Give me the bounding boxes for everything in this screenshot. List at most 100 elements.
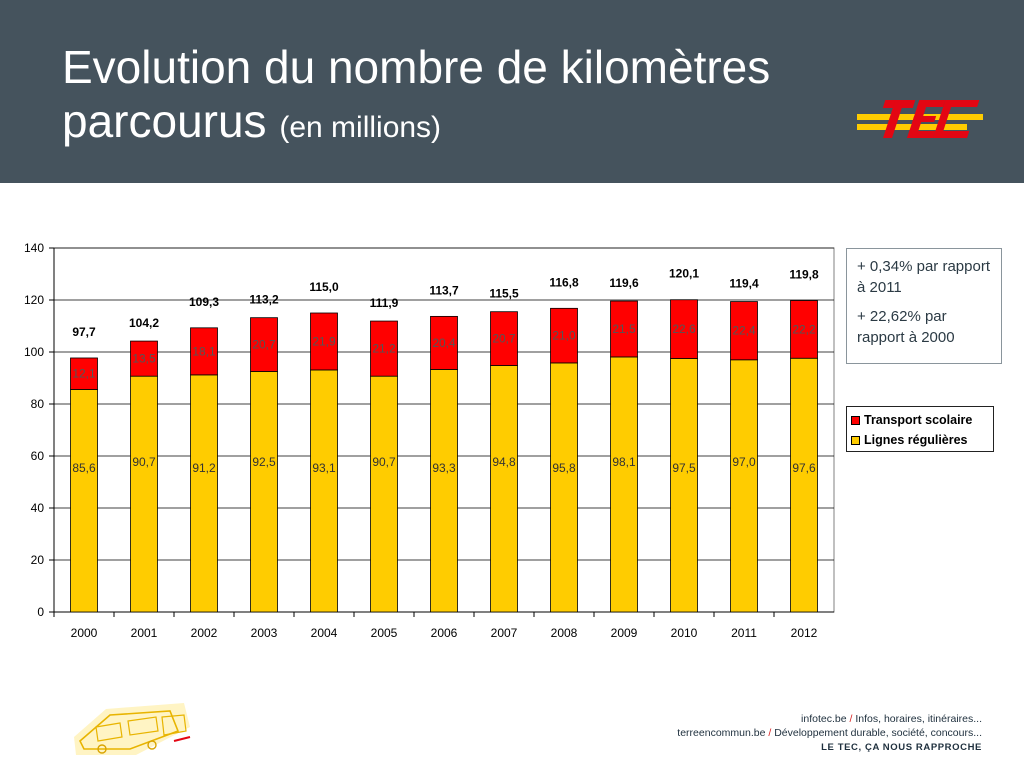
title-line-2: parcourus	[62, 95, 267, 147]
x-tick-label: 2000	[71, 626, 98, 640]
note-2011: + 0,34% par rapport à 2011	[857, 258, 991, 296]
data-label-lignes-regulieres: 93,3	[432, 461, 456, 475]
header-bar: Evolution du nombre de kilomètres parcou…	[0, 0, 1024, 183]
legend-label: Transport scolaire	[864, 413, 973, 427]
bar-lignes-regulieres	[370, 375, 398, 613]
slash-separator: /	[849, 713, 853, 725]
y-tick-label: 0	[37, 605, 44, 619]
data-label-lignes-regulieres: 92,5	[252, 455, 276, 469]
x-tick-label: 2012	[791, 626, 818, 640]
data-label-lignes-regulieres: 91,2	[192, 461, 216, 475]
data-label-transport-scolaire: 22,6	[672, 322, 696, 336]
x-tick-label: 2008	[551, 626, 578, 640]
data-label-lignes-regulieres: 97,5	[672, 461, 696, 475]
x-tick-label: 2009	[611, 626, 638, 640]
bar-lignes-regulieres	[430, 369, 458, 613]
data-label-total: 104,2	[129, 316, 159, 330]
data-label-lignes-regulieres: 90,7	[372, 455, 396, 469]
data-label-total: 113,2	[249, 293, 279, 307]
data-label-total: 119,4	[729, 277, 759, 291]
tec-logo	[857, 100, 983, 138]
data-label-total: 97,7	[72, 325, 96, 339]
legend-label: Lignes régulières	[864, 433, 968, 447]
bar-transport-scolaire	[490, 311, 518, 366]
data-label-total: 109,3	[189, 295, 219, 309]
bar-lignes-regulieres	[790, 357, 818, 613]
x-tick-label: 2006	[431, 626, 458, 640]
footer-site: terreencommun.be	[677, 727, 766, 739]
data-label-transport-scolaire: 12,1	[72, 367, 96, 381]
bus-tram-illustration	[74, 703, 191, 755]
legend-swatch-yellow	[851, 435, 860, 445]
data-label-total: 115,0	[309, 280, 339, 294]
bar-lignes-regulieres	[610, 356, 638, 613]
bar-transport-scolaire	[250, 317, 278, 372]
slash-separator: /	[768, 727, 772, 739]
footer-tagline: LE TEC, ÇA NOUS RAPPROCHE	[821, 742, 982, 753]
data-label-transport-scolaire: 20,4	[432, 336, 456, 350]
data-label-transport-scolaire: 21,2	[372, 342, 396, 356]
bar-transport-scolaire	[670, 299, 698, 359]
bar-lignes-regulieres	[250, 371, 278, 613]
bar-lignes-regulieres	[310, 369, 338, 613]
stacked-bar-chart: 0 20 40 60 80 100 120 140 2000 85,6 12,1 97,7 2001 90…	[24, 241, 835, 640]
bar-transport-scolaire	[610, 300, 638, 358]
data-label-total: 113,7	[429, 283, 459, 297]
data-label-total: 116,8	[549, 275, 579, 289]
x-tick-label: 2010	[671, 626, 698, 640]
y-tick-label: 80	[31, 397, 45, 411]
bar-lignes-regulieres	[550, 362, 578, 613]
x-tick-label: 2005	[371, 626, 398, 640]
x-tick-label: 2002	[191, 626, 218, 640]
notes-box: + 0,34% par rapport à 2011 + 22,62% par …	[846, 248, 1002, 364]
bar-transport-scolaire	[430, 315, 458, 370]
data-label-transport-scolaire: 20,7	[252, 338, 276, 352]
legend-swatch-red	[851, 415, 860, 425]
data-label-transport-scolaire: 21,5	[612, 322, 636, 336]
note-2000: + 22,62% par rapport à 2000	[857, 308, 955, 346]
y-tick-label: 140	[24, 241, 44, 255]
data-label-total: 115,5	[489, 287, 519, 301]
y-tick-label: 120	[24, 293, 44, 307]
x-tick-label: 2007	[491, 626, 518, 640]
data-label-lignes-regulieres: 97,0	[732, 455, 756, 469]
data-label-transport-scolaire: 22,2	[792, 322, 816, 336]
data-label-lignes-regulieres: 98,1	[612, 455, 636, 469]
title-unit: (en millions)	[279, 111, 442, 144]
bar-transport-scolaire	[790, 300, 818, 359]
bar-transport-scolaire	[190, 327, 218, 376]
data-label-transport-scolaire: 22,4	[732, 324, 756, 338]
footer-site: infotec.be	[801, 713, 847, 725]
y-tick-label: 20	[31, 553, 45, 567]
y-tick-label: 100	[24, 345, 44, 359]
x-tick-label: 2001	[131, 626, 158, 640]
data-label-total: 119,6	[609, 276, 639, 290]
bar-transport-scolaire	[310, 312, 338, 371]
footer-desc: Développement durable, société, concours…	[774, 727, 982, 739]
footer-link-terreencommun[interactable]: terreencommun.be / Développement durable…	[562, 726, 982, 740]
x-tick-label: 2004	[311, 626, 338, 640]
bar-lignes-regulieres	[70, 389, 98, 613]
bar-lignes-regulieres	[670, 358, 698, 613]
bar-transport-scolaire	[730, 301, 758, 361]
bar-transport-scolaire	[550, 307, 578, 364]
data-label-lignes-regulieres: 95,8	[552, 461, 576, 475]
x-tick-label: 2011	[731, 626, 757, 640]
data-label-total: 119,8	[789, 268, 819, 282]
bar-lignes-regulieres	[190, 374, 218, 613]
data-label-lignes-regulieres: 94,8	[492, 455, 516, 469]
page-title: Evolution du nombre de kilomètres parcou…	[62, 40, 862, 155]
y-tick-label: 60	[31, 449, 45, 463]
bar-transport-scolaire	[70, 357, 98, 390]
chart-legend: Transport scolaire Lignes régulières	[846, 406, 994, 452]
data-label-lignes-regulieres: 85,6	[72, 461, 96, 475]
legend-item-transport-scolaire: Transport scolaire	[851, 410, 993, 430]
x-tick-label: 2003	[251, 626, 278, 640]
footer-links: infotec.be / Infos, horaires, itinéraire…	[562, 712, 982, 755]
footer-link-infotec[interactable]: infotec.be / Infos, horaires, itinéraire…	[562, 712, 982, 726]
data-label-transport-scolaire: 21,0	[552, 329, 576, 343]
footer-desc: Infos, horaires, itinéraires...	[855, 713, 982, 725]
bar-transport-scolaire	[370, 320, 398, 377]
data-label-lignes-regulieres: 93,1	[312, 461, 336, 475]
data-label-total: 111,9	[370, 296, 399, 310]
